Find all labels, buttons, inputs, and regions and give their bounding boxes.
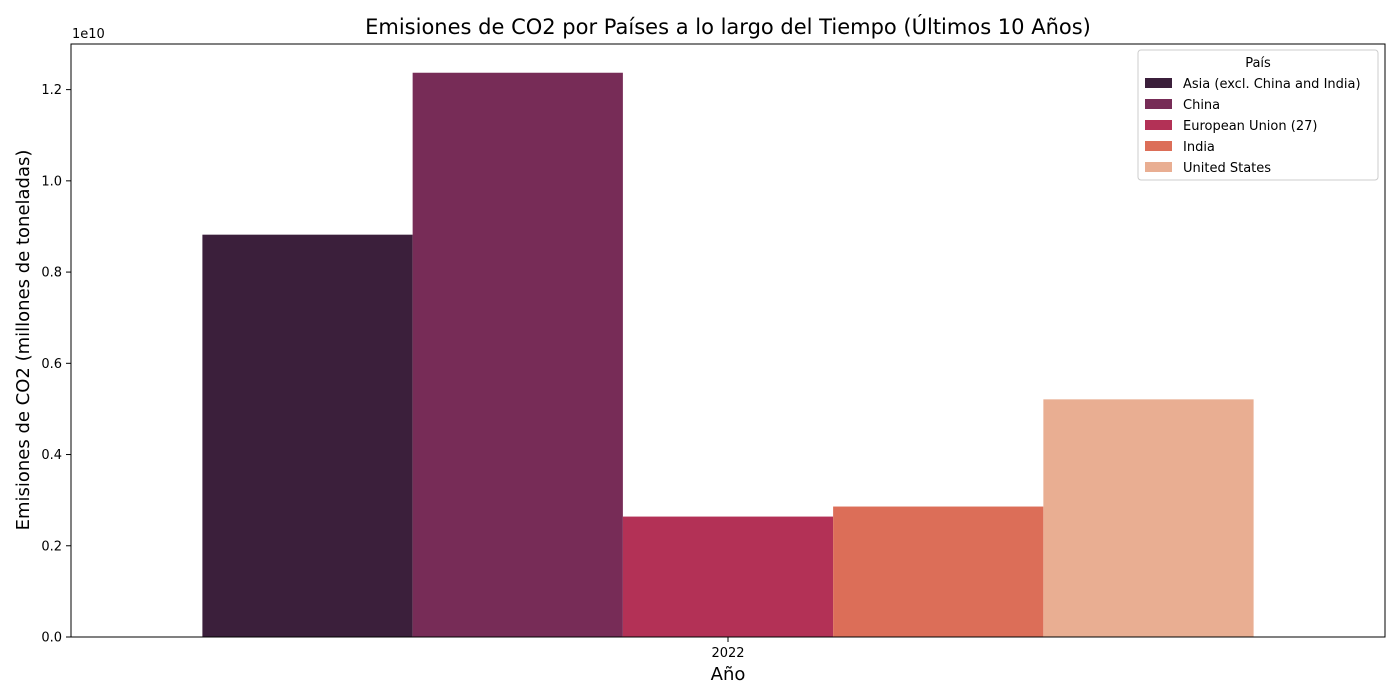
legend-title: País: [1245, 56, 1271, 71]
legend-label: India: [1183, 140, 1215, 155]
x-tick-label: 2022: [711, 646, 744, 661]
legend: País Asia (excl. China and India) China Eu…: [1137, 49, 1379, 181]
y-tick-label: 0.4: [41, 448, 62, 463]
legend-swatch: [1145, 141, 1172, 151]
legend-label: Asia (excl. China and India): [1183, 77, 1361, 92]
y-tick-label: 0.6: [41, 357, 62, 372]
legend-label: European Union (27): [1183, 119, 1317, 134]
y-tick-label: 0.8: [41, 266, 62, 281]
legend-label: United States: [1183, 161, 1271, 176]
y-axis-ticks: 0.0 0.2 0.4 0.6 0.8 1.0 1.2: [41, 83, 71, 646]
plot-frame: [70, 43, 1386, 638]
bar: [622, 516, 834, 637]
legend-swatch: [1145, 99, 1172, 109]
x-axis-ticks: 2022: [711, 637, 745, 661]
legend-swatch: [1145, 162, 1172, 172]
legend-swatch: [1145, 120, 1172, 130]
y-axis-label: Emisiones de CO2 (millones de toneladas): [13, 150, 34, 531]
legend-box: [1137, 49, 1379, 181]
bar: [412, 72, 623, 638]
bar: [202, 234, 413, 637]
bar: [833, 506, 1044, 637]
y-tick-label: 0.2: [41, 539, 62, 554]
bar: [1043, 399, 1254, 637]
chart-title: Emisiones de CO2 por Países a lo largo d…: [365, 14, 1091, 39]
x-axis-label: Año: [711, 664, 746, 685]
legend-items: Asia (excl. China and India) China Europea…: [1145, 77, 1361, 176]
y-offset-label: 1e10: [72, 27, 105, 42]
bars-group: [202, 72, 1254, 638]
y-tick-label: 0.0: [41, 631, 62, 646]
y-tick-label: 1.0: [41, 174, 62, 189]
legend-label: China: [1183, 98, 1220, 113]
legend-swatch: [1145, 78, 1172, 88]
y-tick-label: 1.2: [41, 83, 62, 98]
